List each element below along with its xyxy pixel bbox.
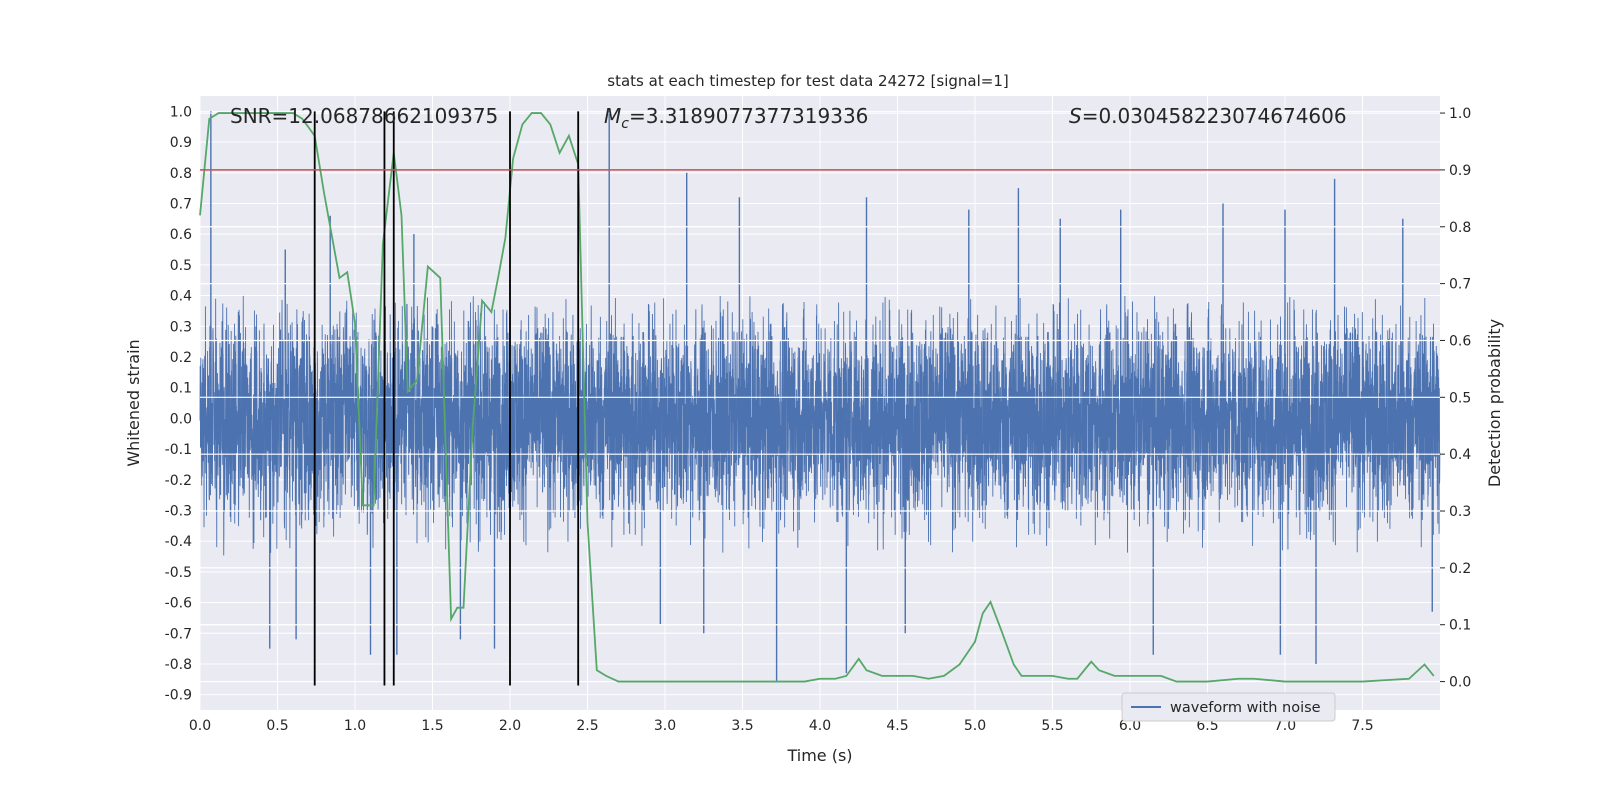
y-tick-label: 0.2 bbox=[170, 350, 192, 366]
probability-line bbox=[199, 112, 1435, 683]
right-axis-label: Detection probability bbox=[1485, 319, 1504, 487]
y-tick-label: -0.5 bbox=[165, 565, 192, 581]
x-tick-label: 4.5 bbox=[886, 718, 908, 734]
y-tick-label: 0.7 bbox=[170, 196, 192, 212]
right-tick-label: 0.7 bbox=[1449, 277, 1471, 293]
x-tick-label: 6.5 bbox=[1196, 718, 1218, 734]
waveform-with-noise-series bbox=[199, 111, 1441, 683]
right-tick-label: 0.1 bbox=[1449, 618, 1471, 634]
x-tick-label: 7.0 bbox=[1274, 718, 1296, 734]
x-tick-label: 1.0 bbox=[344, 718, 366, 734]
s-annotation: S=0.030458223074674606 bbox=[1069, 104, 1347, 128]
x-tick-label: 4.0 bbox=[809, 718, 831, 734]
chirp-mass-annotation: Mc=3.3189077377319336 bbox=[604, 104, 868, 132]
right-tick-label: 0.8 bbox=[1449, 220, 1471, 236]
detection-probability-series bbox=[199, 112, 1435, 683]
y-tick-label: -0.7 bbox=[165, 626, 192, 642]
x-tick-label: 6.0 bbox=[1119, 718, 1141, 734]
right-tick-label: 1.0 bbox=[1449, 106, 1471, 122]
y-tick-label: 0.3 bbox=[170, 319, 192, 335]
x-tick-label: 3.5 bbox=[731, 718, 753, 734]
legend: waveform with noise bbox=[1121, 692, 1336, 722]
y-tick-label: 0.8 bbox=[170, 166, 192, 182]
y-tick-label: 0.4 bbox=[170, 289, 192, 305]
y-tick-label: -0.8 bbox=[165, 657, 192, 673]
y-tick-label: -0.2 bbox=[165, 473, 192, 489]
legend-box bbox=[1121, 692, 1336, 722]
chart-title: stats at each timestep for test data 242… bbox=[607, 72, 1008, 90]
x-tick-label: 5.5 bbox=[1041, 718, 1063, 734]
chirp-mass-symbol: M bbox=[604, 104, 621, 128]
chirp-mass-subscript: c bbox=[621, 116, 629, 132]
y-tick-label: 0.5 bbox=[170, 258, 192, 274]
y-tick-label: 0.1 bbox=[170, 381, 192, 397]
right-tick-label: 0.4 bbox=[1449, 447, 1471, 463]
right-tick-label: 0.9 bbox=[1449, 163, 1471, 179]
x-axis-label: Time (s) bbox=[786, 746, 852, 765]
y-tick-label: 0.9 bbox=[170, 135, 192, 151]
legend-label: waveform with noise bbox=[1170, 700, 1321, 716]
y-tick-label: 0.0 bbox=[170, 411, 192, 427]
x-tick-label: 3.0 bbox=[654, 718, 676, 734]
right-tick-label: 0.2 bbox=[1449, 561, 1471, 577]
x-tick-label: 0.5 bbox=[266, 718, 288, 734]
x-tick-label: 7.5 bbox=[1351, 718, 1373, 734]
chirp-mass-value: =3.3189077377319336 bbox=[629, 104, 868, 128]
right-tick-label: 0.5 bbox=[1449, 390, 1471, 406]
x-tick-label: 2.0 bbox=[499, 718, 521, 734]
snr-annotation: SNR=12.06878662109375 bbox=[230, 104, 498, 128]
y-tick-label: 1.0 bbox=[170, 104, 192, 120]
y-axis-ticks: 1.0 0.9 0.8 0.7 0.6 0.5 0.4 0.3 0.2 0.1 0.0 -0.1 -0.… bbox=[165, 104, 192, 703]
s-value: =0.030458223074674606 bbox=[1082, 104, 1347, 128]
x-axis-ticks: 0.0 0.5 1.0 1.5 2.0 2.5 3.0 3.5 4.0 4.5 5.0 5.5 6.0 6… bbox=[189, 718, 1374, 734]
y-tick-label: -0.4 bbox=[165, 534, 192, 550]
y-tick-label: -0.9 bbox=[165, 688, 192, 704]
x-tick-label: 1.5 bbox=[421, 718, 443, 734]
y-axis-label: Whitened strain bbox=[124, 339, 143, 466]
y-tick-label: -0.1 bbox=[165, 442, 192, 458]
right-tick-label: 0.3 bbox=[1449, 504, 1471, 520]
x-tick-label: 0.0 bbox=[189, 718, 211, 734]
right-tick-label: 0.6 bbox=[1449, 333, 1471, 349]
x-tick-label: 2.5 bbox=[576, 718, 598, 734]
x-tick-label: 5.0 bbox=[964, 718, 986, 734]
s-symbol: S bbox=[1069, 104, 1082, 128]
y-tick-label: 0.6 bbox=[170, 227, 192, 243]
right-tick-label: 0.0 bbox=[1449, 675, 1471, 691]
y-tick-label: -0.6 bbox=[165, 596, 192, 612]
y-tick-label: -0.3 bbox=[165, 503, 192, 519]
marker-lines bbox=[313, 111, 580, 686]
right-axis-ticks: 1.0 0.9 0.8 0.7 0.6 0.5 0.4 0.3 0.2 0.1 0.0 bbox=[1440, 106, 1471, 691]
